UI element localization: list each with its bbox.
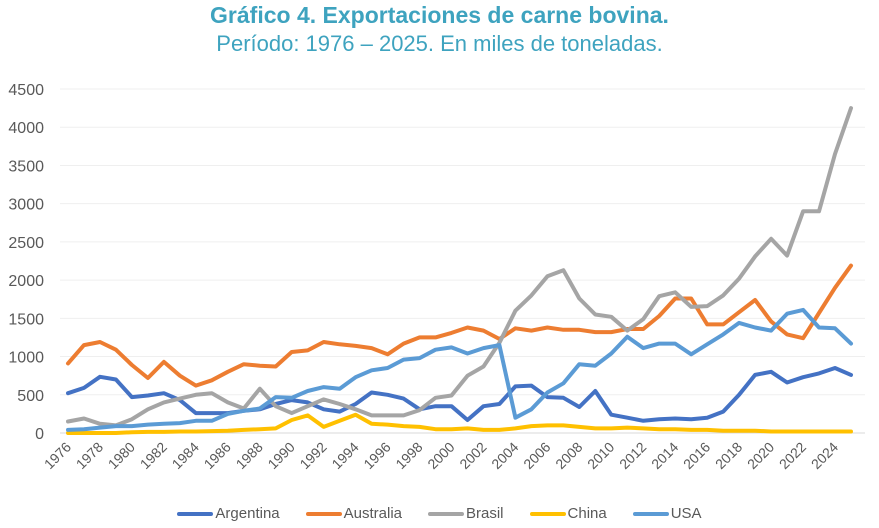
x-tick-label: 1976 bbox=[41, 439, 74, 472]
legend-swatch bbox=[177, 511, 214, 516]
chart-subtitle: Período: 1976 – 2025. En miles de tonela… bbox=[216, 31, 663, 56]
x-axis: 1976197819801982198419861988199019921994… bbox=[41, 439, 842, 472]
series-line-usa bbox=[66, 307, 853, 432]
y-tick-label: 4000 bbox=[8, 120, 44, 137]
legend-label: Australia bbox=[343, 505, 402, 522]
legend-label: China bbox=[567, 505, 607, 522]
y-tick-label: 1500 bbox=[8, 311, 44, 328]
x-tick-label: 1998 bbox=[392, 439, 425, 472]
x-tick-label: 2018 bbox=[712, 439, 745, 472]
series-line-china bbox=[66, 412, 853, 435]
legend-item-australia: Australia bbox=[305, 505, 402, 522]
legend-label: Brasil bbox=[466, 505, 504, 522]
series-line-argentina bbox=[66, 366, 853, 423]
y-axis: 0 500 1000 1500 2000 2500 3000 3500 4000 4500 bbox=[8, 82, 44, 443]
x-tick-label: 2004 bbox=[488, 439, 521, 472]
legend-item-argentina: Argentina bbox=[177, 505, 280, 522]
x-tick-label: 2024 bbox=[808, 439, 841, 472]
legend: Argentina Australia Brasil China USA bbox=[0, 505, 879, 522]
chart-title: Gráfico 4. Exportaciones de carne bovina… bbox=[210, 2, 669, 28]
y-tick-label: 500 bbox=[17, 388, 44, 405]
x-tick-label: 1994 bbox=[328, 439, 361, 472]
legend-swatch bbox=[632, 511, 669, 516]
y-tick-label: 2500 bbox=[8, 235, 44, 252]
x-tick-label: 2022 bbox=[776, 439, 809, 472]
legend-item-usa: USA bbox=[632, 505, 702, 522]
x-tick-label: 1978 bbox=[73, 439, 106, 472]
x-tick-label: 1984 bbox=[169, 439, 202, 472]
legend-swatch bbox=[428, 511, 464, 516]
series-lines bbox=[66, 106, 853, 435]
series-line-brasil bbox=[66, 106, 853, 428]
x-tick-label: 2006 bbox=[520, 439, 553, 472]
y-tick-label: 4500 bbox=[8, 82, 44, 99]
x-tick-label: 2000 bbox=[424, 439, 457, 472]
legend-label: Argentina bbox=[215, 505, 280, 522]
x-tick-label: 1980 bbox=[105, 439, 138, 472]
x-tick-label: 1990 bbox=[264, 439, 297, 472]
series-line-australia bbox=[66, 263, 853, 388]
x-tick-label: 1992 bbox=[296, 439, 329, 472]
legend-swatch bbox=[529, 511, 566, 516]
y-tick-label: 0 bbox=[35, 426, 44, 443]
y-tick-label: 1000 bbox=[8, 350, 44, 367]
x-tick-label: 2010 bbox=[584, 439, 617, 472]
x-tick-label: 1996 bbox=[360, 439, 393, 472]
legend-item-china: China bbox=[529, 505, 607, 522]
x-tick-label: 1982 bbox=[137, 439, 170, 472]
y-tick-label: 3000 bbox=[8, 197, 44, 214]
x-tick-label: 2012 bbox=[616, 439, 649, 472]
x-tick-label: 2014 bbox=[648, 439, 681, 472]
legend-swatch bbox=[305, 511, 342, 516]
x-tick-label: 1986 bbox=[201, 439, 234, 472]
x-tick-label: 2016 bbox=[680, 439, 713, 472]
x-tick-label: 2020 bbox=[744, 439, 777, 472]
y-tick-label: 2000 bbox=[8, 273, 44, 290]
y-tick-label: 3500 bbox=[8, 158, 44, 175]
x-tick-label: 2008 bbox=[552, 439, 585, 472]
x-tick-label: 1988 bbox=[233, 439, 266, 472]
legend-label: USA bbox=[670, 505, 702, 522]
legend-item-brasil: Brasil bbox=[428, 505, 504, 522]
x-tick-label: 2002 bbox=[456, 439, 489, 472]
